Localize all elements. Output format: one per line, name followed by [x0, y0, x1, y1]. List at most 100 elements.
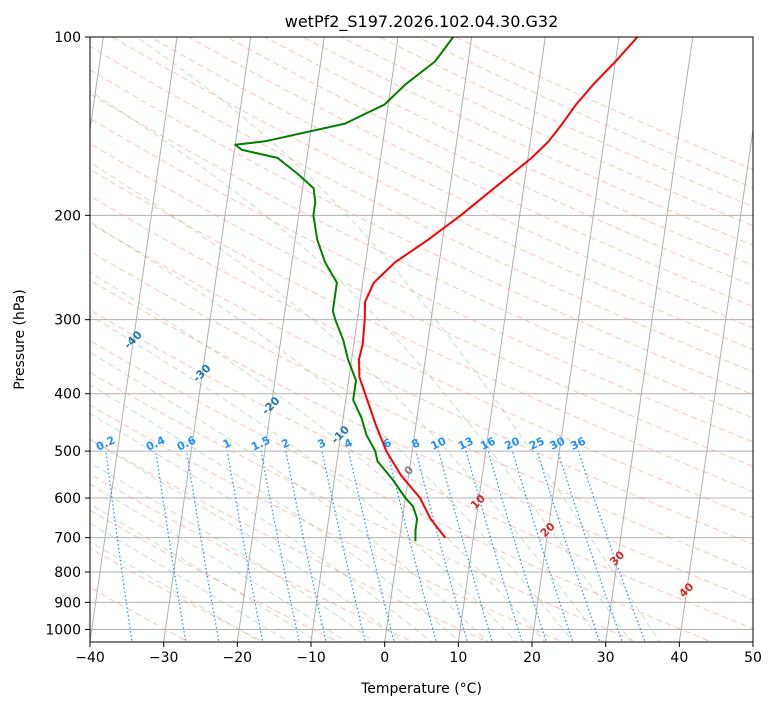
x-tick-label: −30: [149, 650, 179, 666]
isotherm--50: [90, 37, 104, 134]
mixing-ratio-line: [536, 450, 601, 642]
mixing-ratio-label: 8: [410, 436, 422, 451]
dry-adiabat: [90, 340, 714, 642]
isotherm--40: [90, 37, 178, 642]
isotherm--10: [310, 37, 399, 642]
isotherm--30: [163, 37, 252, 642]
mixing-ratio-label: 36: [568, 434, 588, 452]
dry-adiabat: [416, 37, 753, 189]
mixing-ratio-line: [321, 450, 366, 642]
mixing-ratio-line: [186, 450, 220, 642]
isotherm-label: -60: [0, 245, 10, 268]
isotherm-label: -30: [190, 361, 213, 384]
x-tick-label: 0: [380, 650, 389, 666]
moist-adiabat: [90, 384, 461, 642]
mixing-ratio-line: [415, 450, 469, 642]
mixing-ratio-label: 13: [456, 435, 475, 453]
mixing-ratio-label: 6: [381, 436, 394, 451]
isotherm-40: [678, 126, 753, 642]
x-tick-label: −40: [75, 650, 105, 666]
mixing-ratio-line: [511, 450, 574, 642]
isotherm-label: 20: [538, 520, 558, 540]
moist-adiabat: [90, 314, 518, 642]
dry-adiabat: [90, 438, 489, 642]
x-tick-label: −10: [296, 650, 326, 666]
dry-adiabat: [90, 168, 753, 493]
moist-adiabat: [90, 271, 546, 642]
dry-adiabat: [149, 37, 753, 329]
mixing-ratio-label: 10: [429, 434, 449, 452]
mixing-ratio-label: 16: [478, 434, 498, 452]
dry-adiabat: [90, 279, 753, 601]
y-axis-label: Pressure (hPa): [12, 289, 28, 389]
dry-adiabat: [90, 404, 564, 642]
dry-adiabat: [454, 37, 753, 170]
mixing-ratio-label: 25: [527, 435, 546, 453]
dry-adiabat: [340, 37, 753, 227]
y-tick-label: 800: [54, 565, 81, 581]
dry-adiabat: [90, 117, 753, 443]
isotherm-50: [752, 638, 753, 642]
dry-adiabat: [90, 69, 753, 396]
y-tick-label: 100: [54, 30, 81, 46]
x-axis: −40 −30 −20 −10 0 10 20 30 40 50: [75, 642, 762, 666]
dewpoint-profile-line: [234, 37, 455, 542]
dry-adiabat: [111, 37, 753, 351]
moist-adiabat: [90, 90, 632, 642]
x-tick-label: 20: [523, 650, 541, 666]
mixing-ratio-line: [285, 450, 327, 642]
y-tick-label: 200: [54, 208, 81, 224]
y-tick-label: 500: [54, 444, 81, 460]
dry-adiabat: [90, 195, 753, 519]
dry-adiabat: [90, 250, 753, 573]
dry-adiabat: [90, 309, 753, 630]
moist-adiabat: [90, 462, 376, 642]
mixing-ratio-line: [465, 450, 523, 642]
isotherm-20: [531, 37, 620, 642]
x-tick-label: 30: [597, 650, 615, 666]
isotherm-10: [457, 37, 546, 642]
moist-adiabat: [90, 161, 603, 642]
x-tick-label: 40: [670, 650, 688, 666]
isotherm-label: 40: [676, 580, 696, 600]
temperature-profile-line: [358, 37, 639, 539]
moist-adiabat: [136, 37, 661, 642]
dry-adiabat: [90, 143, 753, 468]
mixing-ratio-line: [348, 450, 395, 642]
mixing-ratio-line: [487, 450, 547, 642]
mixing-ratio-line: [59, 451, 82, 644]
mixing-ratio-line: [386, 450, 438, 642]
dry-adiabat: [187, 37, 753, 308]
chart-title: wetPf2_S197.2026.102.04.30.G32: [285, 12, 559, 32]
x-axis-label: Temperature (°C): [360, 681, 482, 697]
y-tick-label: 900: [54, 595, 81, 611]
dry-adiabat: [225, 37, 753, 287]
moist-adiabat: [90, 541, 262, 642]
dry-adiabat: [90, 222, 753, 545]
isotherm-30: [605, 37, 694, 642]
x-tick-label: 50: [744, 650, 762, 666]
y-axis: 100 200 300 400 500 600 700 800 900 1000: [45, 30, 90, 638]
isotherm--20: [236, 37, 325, 642]
isotherm-label: -40: [121, 328, 144, 351]
dry-adiabat: [90, 547, 265, 642]
moist-adiabat: [90, 522, 291, 642]
dry-adiabat: [90, 473, 415, 642]
isotherm-label: -50: [55, 280, 78, 303]
y-tick-label: 400: [54, 387, 81, 403]
moist-adiabat: [90, 438, 404, 642]
plot-frame: [89, 36, 754, 643]
mixing-ratio-line: [105, 451, 133, 642]
dry-adiabat: [90, 93, 753, 419]
mixing-ratio-label: 1: [221, 436, 233, 451]
mixing-ratio-line: [577, 450, 646, 642]
mixing-ratio-line: [155, 451, 187, 642]
mixing-ratio-label: 4: [342, 436, 355, 451]
mixing-ratio-line: [260, 450, 300, 642]
mixing-ratio-line: [557, 450, 624, 642]
y-tick-label: 600: [54, 491, 81, 507]
dry-adiabat: [90, 45, 753, 373]
